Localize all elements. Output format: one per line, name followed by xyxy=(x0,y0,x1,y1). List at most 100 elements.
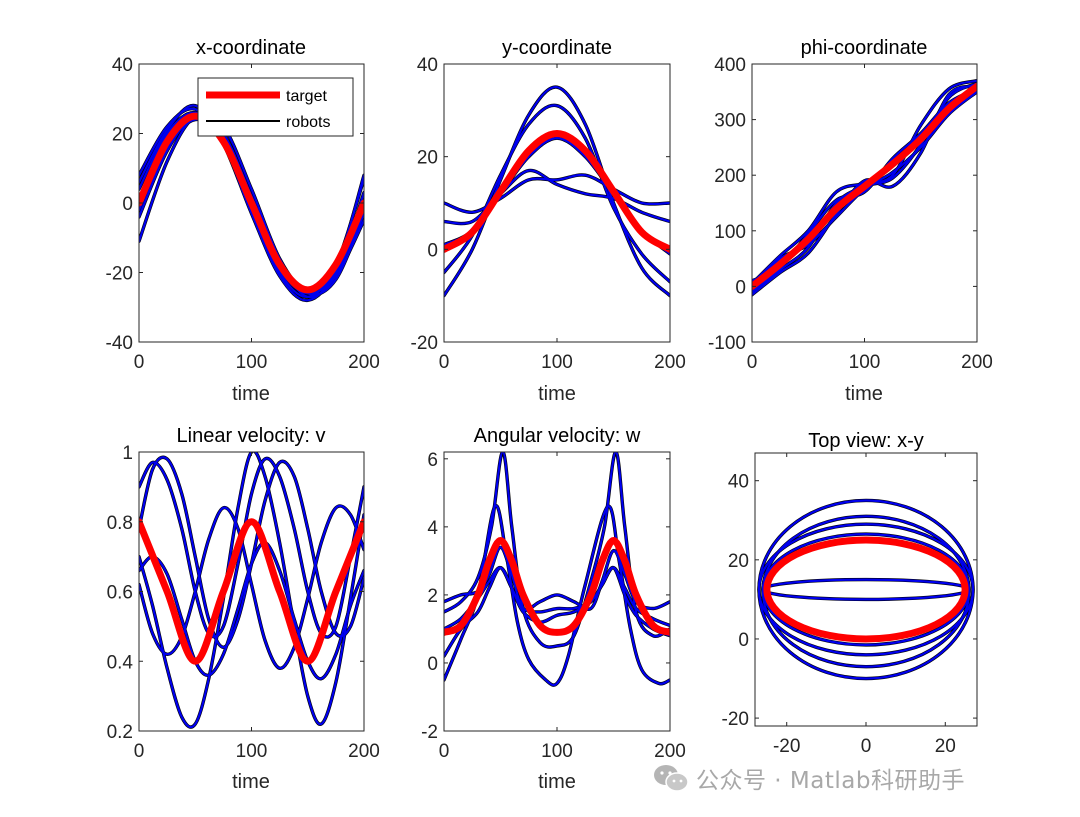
robot-series xyxy=(139,452,364,729)
robot-series xyxy=(139,456,364,649)
robot-series xyxy=(139,112,364,296)
robot-series xyxy=(444,566,670,658)
y-tick-label: -100 xyxy=(708,333,746,354)
plot-area: -20 0 20 -20 0 20 40 xyxy=(722,452,978,757)
target-series xyxy=(763,536,969,643)
robot-series xyxy=(757,523,975,656)
robot-series xyxy=(139,457,364,639)
series-group xyxy=(139,452,364,729)
target-series xyxy=(752,82,977,290)
x-tick-label: 100 xyxy=(541,741,573,762)
y-tick-label: 20 xyxy=(112,125,133,146)
target-series xyxy=(139,518,364,665)
robot-series xyxy=(444,504,670,687)
robot-series xyxy=(444,452,670,649)
wechat-icon xyxy=(654,765,689,792)
robot-series xyxy=(757,499,975,680)
x-tick-label: 200 xyxy=(348,352,380,373)
y-tick-label: 20 xyxy=(417,148,438,169)
y-tick-label: 4 xyxy=(427,518,438,539)
x-tick-label: 200 xyxy=(348,741,380,762)
y-tick-label: 1 xyxy=(122,443,133,464)
y-tick-label: 0 xyxy=(735,277,746,298)
panel-top-view: Top view: x-y -20 0 20 -20 0 20 40 xyxy=(722,430,978,757)
legend-label: robots xyxy=(286,114,330,131)
y-tick-label: 300 xyxy=(714,111,746,132)
watermark-text: 公众号 · Matlab科研助手 xyxy=(696,768,965,794)
x-tick-label: -20 xyxy=(773,736,800,757)
y-tick-label: 6 xyxy=(427,450,438,471)
y-tick-label: 0.6 xyxy=(107,583,133,604)
robot-series xyxy=(444,566,670,631)
legend: target robots xyxy=(197,77,354,137)
x-tick-label: 200 xyxy=(961,352,993,373)
series-group xyxy=(757,498,975,681)
target-series xyxy=(444,130,670,253)
target-series xyxy=(139,112,364,294)
y-tick-label: 0 xyxy=(738,630,749,651)
panel-phi-coordinate: phi-coordinate time 0 100 200-100010020030… xyxy=(708,37,993,405)
robot-series xyxy=(444,169,670,225)
y-tick-label: 0 xyxy=(427,654,438,675)
series-group xyxy=(444,85,670,298)
panel-title: x-coordinate xyxy=(196,37,306,59)
x-tick-label: 200 xyxy=(654,741,686,762)
watermark: 公众号 · Matlab科研助手 xyxy=(652,758,1072,798)
x-tick-label: 100 xyxy=(849,352,881,373)
x-axis-label: time xyxy=(538,383,576,405)
y-tick-label: 0.4 xyxy=(107,652,134,673)
x-tick-label: 20 xyxy=(935,736,956,757)
panel-title: Top view: x-y xyxy=(808,430,924,452)
y-tick-label: 0 xyxy=(427,240,438,261)
x-tick-label: 0 xyxy=(134,352,145,373)
y-tick-label: 100 xyxy=(714,222,746,243)
x-tick-label: 0 xyxy=(439,741,450,762)
y-tick-label: -20 xyxy=(106,264,133,285)
x-tick-label: 100 xyxy=(236,352,268,373)
x-tick-label: 0 xyxy=(861,736,872,757)
series-group xyxy=(444,452,670,687)
robot-series xyxy=(139,504,364,670)
axes-box xyxy=(754,452,978,727)
x-tick-label: 200 xyxy=(654,352,686,373)
y-tick-label: 0.8 xyxy=(107,513,133,534)
y-tick-label: 0 xyxy=(122,194,133,215)
y-tick-label: 20 xyxy=(728,551,749,572)
plot-area: 0 100 200 -40 -20 0 20 40 target robots xyxy=(106,55,380,373)
y-tick-label: -20 xyxy=(411,333,438,354)
robot-series xyxy=(761,578,971,601)
y-tick-label: 40 xyxy=(417,55,438,76)
panel-title: Angular velocity: w xyxy=(474,425,641,447)
y-tick-label: -40 xyxy=(106,333,133,354)
robot-series xyxy=(761,533,971,646)
x-axis-label: time xyxy=(845,383,883,405)
target-series xyxy=(444,536,670,636)
legend-label: target xyxy=(286,88,327,105)
x-tick-label: 0 xyxy=(134,741,145,762)
series-group xyxy=(139,103,364,303)
y-tick-label: 40 xyxy=(112,55,133,76)
robot-series xyxy=(752,85,977,296)
panel-title: phi-coordinate xyxy=(801,37,928,59)
y-tick-label: 200 xyxy=(714,166,746,187)
x-tick-label: 0 xyxy=(439,352,450,373)
y-tick-label: 0.2 xyxy=(107,722,133,743)
plot-area: 0 100 200 0.2 0.4 0.6 0.8 1 xyxy=(107,443,380,762)
y-tick-label: 2 xyxy=(427,586,438,607)
y-tick-label: 400 xyxy=(714,55,746,76)
y-tick-label: -2 xyxy=(421,722,438,743)
robot-series-edge xyxy=(444,85,670,298)
x-tick-label: 0 xyxy=(747,352,758,373)
x-axis-label: time xyxy=(232,771,270,793)
x-tick-label: 100 xyxy=(541,352,573,373)
panel-linear-velocity: Linear velocity: v time 0 100 200 0.2 0.4 0.6… xyxy=(107,425,380,793)
robot-series xyxy=(444,173,670,214)
panel-x-coordinate: x-coordinate time 0 100 200 -40 -20 0 20 40 targ… xyxy=(106,37,380,405)
x-axis-label: time xyxy=(538,771,576,793)
y-tick-label: 40 xyxy=(728,472,749,493)
